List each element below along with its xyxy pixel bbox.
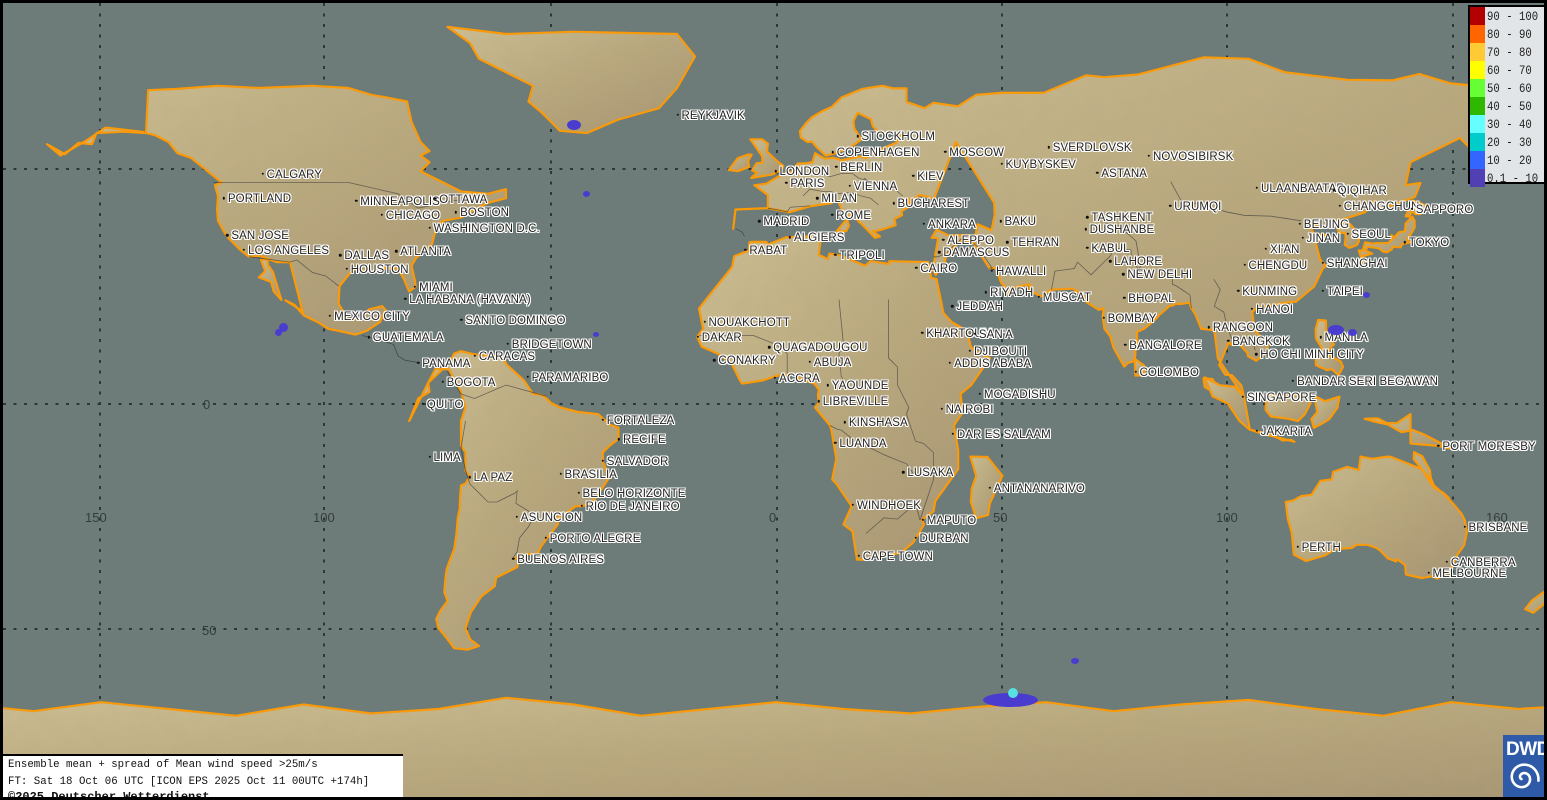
- svg-text:DWD: DWD: [1506, 739, 1544, 760]
